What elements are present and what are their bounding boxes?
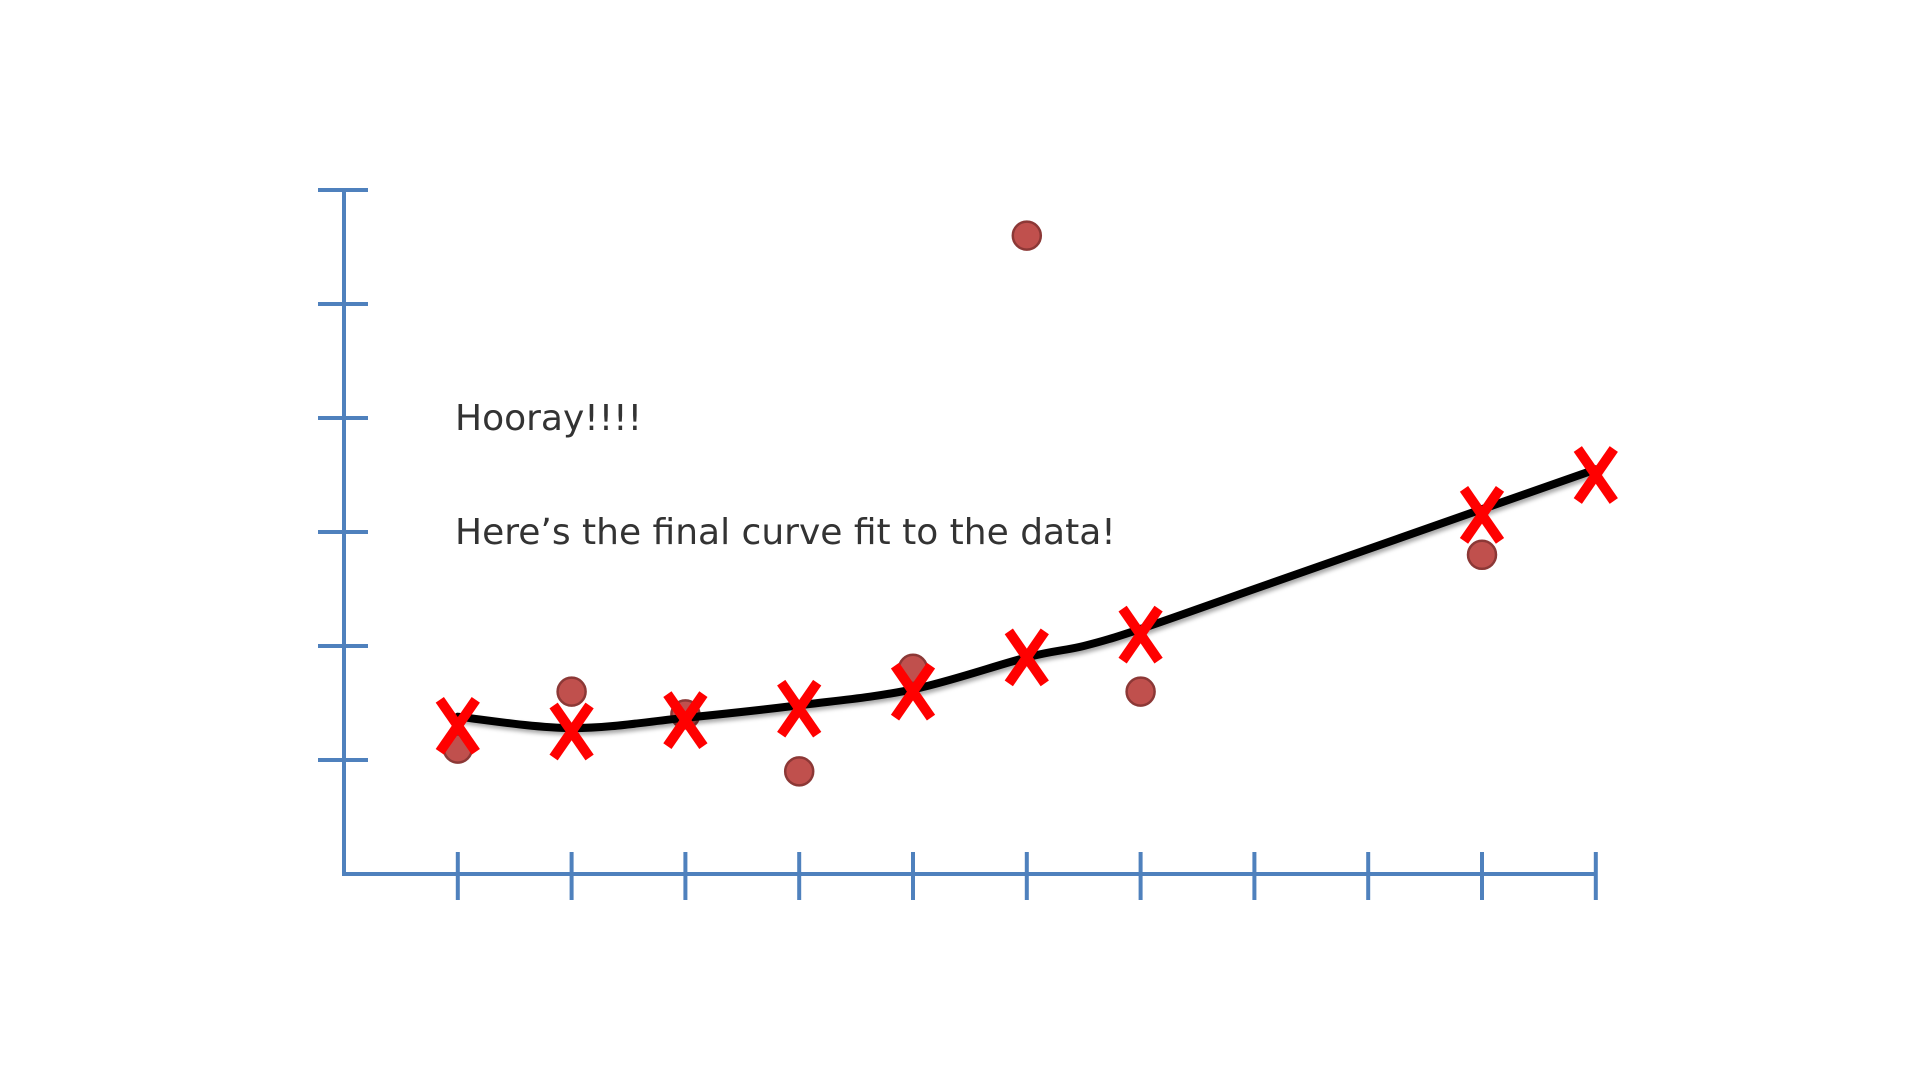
fit-curve-path — [453, 465, 1600, 733]
fit-curve — [453, 465, 1600, 733]
slide-heading: Hooray!!!! — [455, 398, 643, 439]
fitted-point — [1459, 486, 1505, 544]
data-point — [1125, 676, 1156, 707]
x-mark-stroke — [1004, 628, 1049, 687]
x-mark-stroke — [435, 696, 480, 755]
data-point — [556, 676, 587, 707]
slide-caption: Here’s the final curve fit to the data! — [455, 512, 1116, 553]
fitted-point — [663, 691, 708, 749]
x-mark-stroke — [890, 662, 936, 721]
fitted-point — [1573, 446, 1618, 504]
data-point — [1011, 220, 1043, 251]
x-mark-stroke — [1573, 446, 1618, 504]
x-mark-stroke — [777, 679, 822, 738]
x-mark-stroke — [1118, 605, 1163, 664]
fitted-point — [549, 702, 594, 761]
x-mark-stroke — [549, 702, 594, 761]
x-mark-stroke — [663, 691, 708, 749]
fitted-point — [890, 662, 936, 721]
data-point — [783, 756, 815, 787]
observed-points — [442, 220, 1498, 787]
data-point — [1466, 539, 1498, 571]
axes — [318, 188, 1598, 900]
fitted-point — [777, 679, 822, 738]
fitted-point — [1004, 628, 1049, 687]
fitted-points — [435, 446, 1618, 761]
fitted-point — [1118, 605, 1163, 664]
fitted-point — [435, 696, 480, 755]
x-mark-stroke — [1459, 486, 1505, 544]
